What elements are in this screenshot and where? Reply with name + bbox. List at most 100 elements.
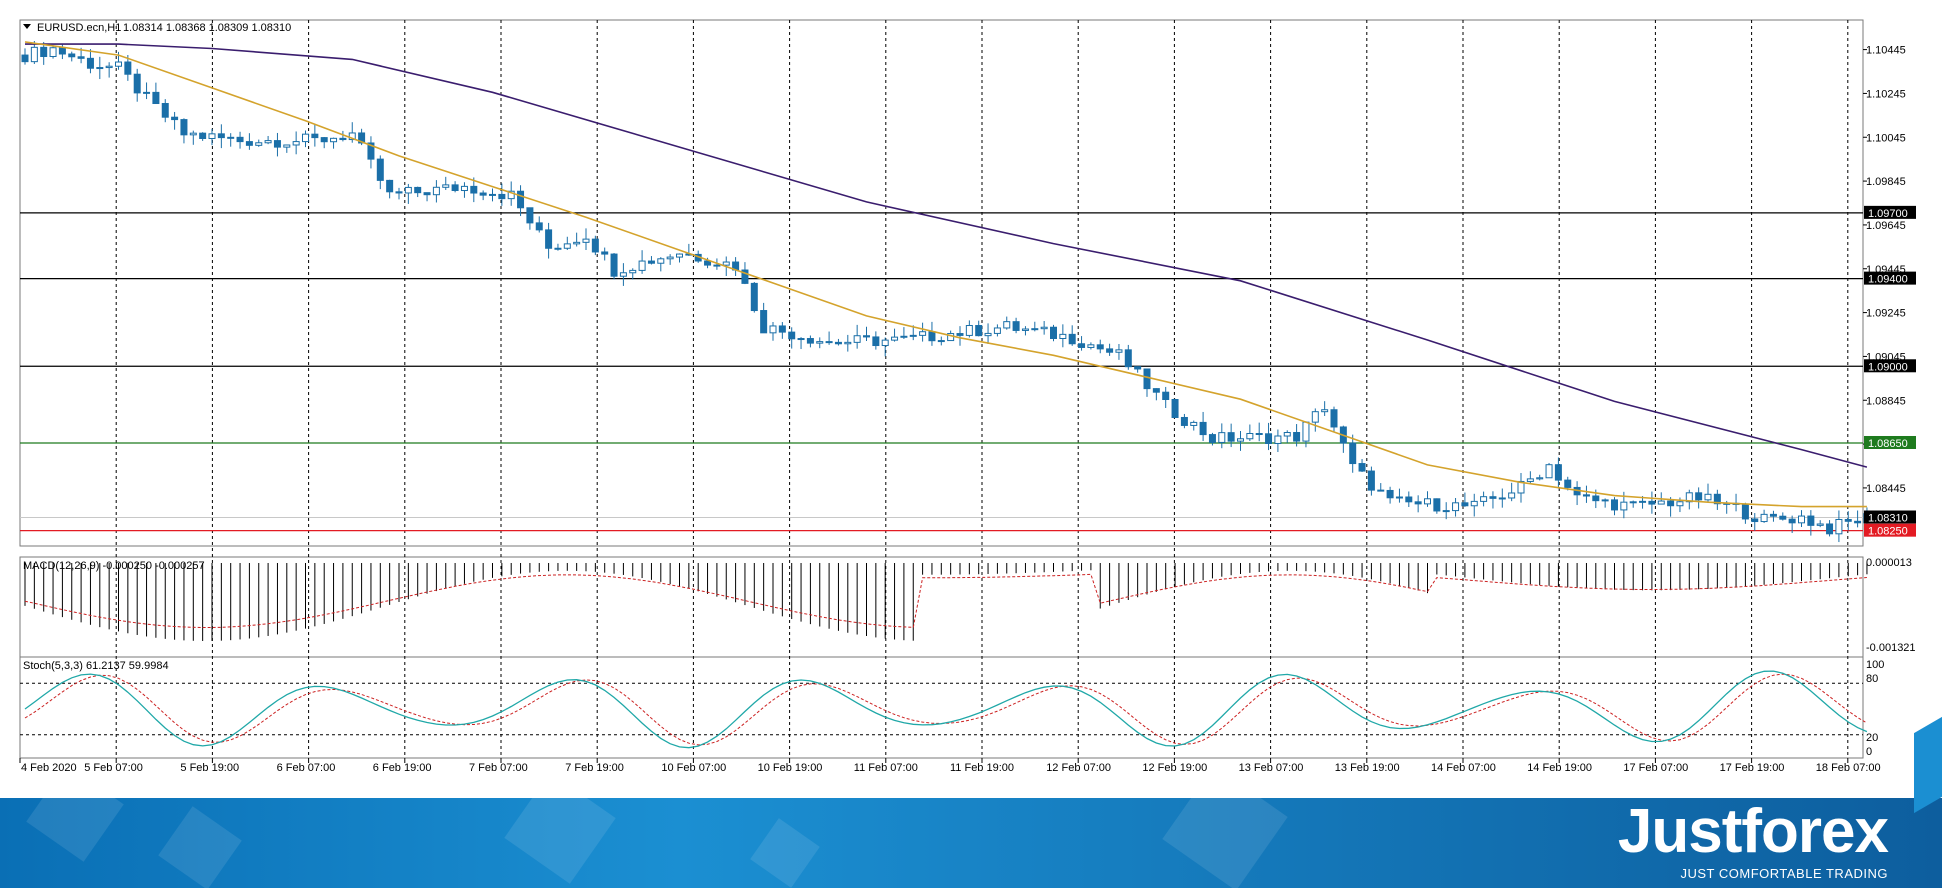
candle-body (1536, 477, 1544, 480)
price-tick-label: 1.08445 (1866, 483, 1906, 495)
candle-body (1760, 513, 1768, 523)
level-tag-label: 1.08310 (1868, 513, 1908, 525)
candle-body (1769, 513, 1777, 517)
candle-body (1302, 421, 1310, 442)
candle-body (451, 184, 459, 192)
candlestick-series (21, 41, 1871, 543)
time-tick-label: 7 Feb 19:00 (565, 762, 624, 774)
candle-body (760, 310, 768, 334)
candle-body (1695, 492, 1703, 501)
candle-body (1601, 499, 1609, 502)
candle-body (1807, 515, 1815, 526)
level-tag-bg (1864, 205, 1916, 219)
candle-body (806, 338, 814, 344)
candle-body (1844, 518, 1852, 522)
candle-body (722, 261, 730, 266)
time-tick-label: 12 Feb 07:00 (1046, 762, 1111, 774)
time-tick-label: 10 Feb 07:00 (661, 762, 726, 774)
stoch-panel (19, 656, 1864, 759)
vertical-gridlines (115, 20, 1849, 758)
candle-body (1667, 500, 1675, 507)
candle-body (1068, 333, 1076, 345)
candle-body (1704, 493, 1712, 501)
candle-body (1470, 500, 1478, 507)
time-tick-label: 14 Feb 19:00 (1527, 762, 1592, 774)
symbol-dropdown-icon[interactable] (23, 24, 31, 29)
main-panel (19, 19, 1864, 547)
candle-body (498, 193, 506, 200)
brand-tagline: JUST COMFORTABLE TRADING (1680, 866, 1888, 881)
candle-body (825, 341, 833, 344)
candle-body (1629, 501, 1637, 504)
time-tick-label: 5 Feb 19:00 (180, 762, 239, 774)
candle-body (1405, 496, 1413, 503)
time-tick-label: 11 Feb 07:00 (854, 762, 918, 774)
candle-body (769, 325, 777, 334)
candle-body (1620, 501, 1628, 511)
candle-body (1349, 442, 1357, 465)
price-tick-label: 1.10245 (1866, 88, 1906, 100)
level-tag-bg (1864, 271, 1916, 285)
candle-body (58, 47, 66, 55)
candle-body (535, 222, 543, 231)
candle-body (834, 341, 842, 345)
time-tick-label: 10 Feb 19:00 (758, 762, 823, 774)
candle-body (1367, 470, 1375, 491)
candle-body (217, 133, 225, 139)
candle-body (1508, 492, 1516, 499)
candle-body (1377, 489, 1385, 492)
candle-body (152, 91, 160, 105)
price-chart[interactable]: 1.10445 1.10245 1.10045 1.09845 1.09645 1.094… (0, 0, 1942, 798)
candle-body (1274, 435, 1282, 444)
candle-body (563, 243, 571, 249)
macd-axis-bottom: -0.001321 (1866, 642, 1916, 654)
level-tag-label: 1.09400 (1868, 274, 1908, 286)
candle-body (582, 238, 590, 243)
candle-body (937, 340, 945, 343)
candle-body (21, 54, 29, 63)
candle-body (1386, 489, 1394, 499)
candle-body (1255, 433, 1263, 436)
candle-body (227, 136, 235, 139)
candle-body (1143, 368, 1151, 390)
candle-body (1751, 518, 1759, 523)
level-tag-label: 1.08250 (1868, 526, 1908, 538)
candle-body (1826, 523, 1834, 535)
candle-body (573, 241, 581, 245)
candle-body (96, 67, 104, 70)
candle-body (1564, 479, 1572, 488)
candle-body (358, 132, 366, 144)
time-tick-label: 13 Feb 19:00 (1335, 762, 1400, 774)
candle-body (1489, 496, 1497, 499)
candle-body (404, 186, 412, 194)
candle-body (442, 184, 450, 188)
candle-body (133, 73, 141, 94)
candle-body (1611, 499, 1618, 511)
candle-body (1190, 421, 1198, 426)
candle-body (545, 229, 553, 249)
candle-body (1741, 503, 1749, 520)
level-tag-label: 1.09000 (1868, 361, 1908, 373)
price-tick-label: 1.09845 (1866, 176, 1906, 188)
corner-decoration (1914, 716, 1942, 814)
ma-fast-line (24, 41, 1867, 508)
candle-body (1171, 399, 1179, 418)
level-price-tags: 1.09700 1.09400 1.09000 1.08650 1.083101.082… (1864, 205, 1916, 538)
candle-body (189, 132, 197, 136)
ma-slow-line (25, 43, 1868, 468)
level-tag-bg (1864, 359, 1916, 373)
candle-body (610, 253, 618, 277)
candle-body (1498, 497, 1506, 500)
candle-body (788, 331, 796, 340)
brand-logo: Justforex (1617, 798, 1889, 866)
price-tick-label: 1.08845 (1866, 395, 1906, 407)
candle-body (1152, 388, 1160, 393)
time-tick-label: 17 Feb 19:00 (1720, 762, 1785, 774)
candle-body (339, 137, 347, 141)
time-tick-label: 12 Feb 19:00 (1142, 762, 1207, 774)
candle-body (909, 334, 917, 337)
candle-body (255, 142, 263, 146)
candle-body (432, 186, 440, 196)
candle-body (507, 190, 515, 200)
level-tag-label: 1.09700 (1868, 208, 1908, 220)
